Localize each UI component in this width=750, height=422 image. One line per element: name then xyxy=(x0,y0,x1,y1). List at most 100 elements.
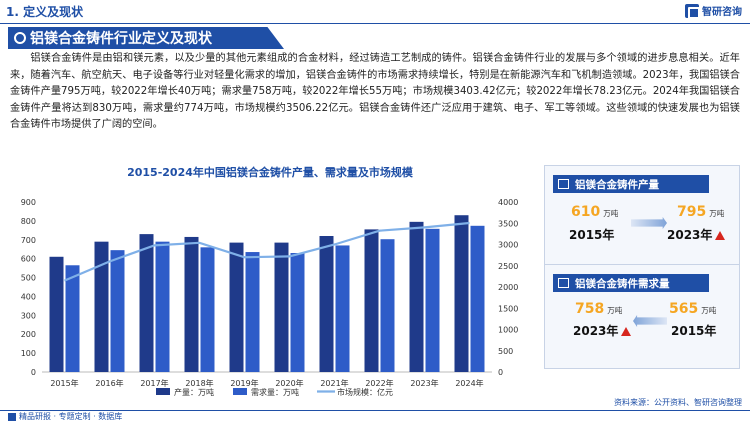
y-right-tick-label: 1500 xyxy=(498,304,518,313)
y-right-tick-label: 500 xyxy=(498,347,513,356)
production-card: 铝镁合金铸件产量 610 万吨 2015年 795 万吨 2023年 xyxy=(544,165,740,270)
bar-production xyxy=(184,236,199,372)
y-right-tick-label: 4000 xyxy=(498,198,518,207)
bar-demand xyxy=(290,253,305,372)
y-left-tick-label: 600 xyxy=(21,255,36,264)
bar-production xyxy=(139,234,154,372)
x-tick-label: 2021年 xyxy=(320,378,348,388)
footer-tagline: 精品研报 · 专题定制 · 数据库 xyxy=(8,411,122,422)
bar-demand xyxy=(470,225,485,372)
page-title: 铝镁合金铸件行业定义及现状 xyxy=(8,27,284,49)
y-right-tick-label: 0 xyxy=(498,368,503,377)
demand-2023-value: 758 万吨 xyxy=(575,301,622,317)
production-2023-number: 795 xyxy=(677,204,707,220)
legend-label: 需求量：万吨 xyxy=(251,387,299,397)
y-left-tick-label: 200 xyxy=(21,330,36,339)
y-left-tick-label: 500 xyxy=(21,274,36,283)
demand-2015-number: 565 xyxy=(669,301,699,317)
demand-2023-year: 2023年 xyxy=(573,322,632,339)
production-2015-number: 610 xyxy=(571,204,601,220)
source-note: 资料来源：公开资料、智研咨询整理 xyxy=(614,398,742,407)
line-market-size xyxy=(64,221,470,282)
x-tick-label: 2017年 xyxy=(140,378,168,388)
demand-2015-unit: 万吨 xyxy=(701,306,717,315)
production-2023-year: 2023年 xyxy=(667,226,726,243)
y-right-tick-label: 2000 xyxy=(498,283,518,292)
demand-2015-value: 565 万吨 xyxy=(669,301,716,317)
production-2023-unit: 万吨 xyxy=(709,209,725,218)
y-right-tick-label: 3500 xyxy=(498,219,518,228)
production-2015-value: 610 万吨 xyxy=(571,204,618,220)
legend-swatch xyxy=(156,388,170,395)
bar-production xyxy=(454,215,469,372)
demand-card-title: 铝镁合金铸件需求量 xyxy=(575,277,670,290)
legend-label: 市场规模：亿元 xyxy=(337,387,393,397)
demand-card: 铝镁合金铸件需求量 758 万吨 2023年 565 万吨 2015年 xyxy=(544,264,740,369)
legend-label: 产量：万吨 xyxy=(174,387,214,397)
y-left-tick-label: 700 xyxy=(21,236,36,245)
bar-production xyxy=(409,221,424,372)
y-left-tick-label: 400 xyxy=(21,292,36,301)
production-2015-year: 2015年 xyxy=(569,228,615,242)
y-left-tick-label: 0 xyxy=(31,368,36,377)
logo-text: 智研咨询 xyxy=(702,7,742,18)
combo-chart: 2015-2024年中国铝镁合金铸件产量、需求量及市场规模 0 100 200 300… xyxy=(6,162,534,410)
footer-tagline-text: 精品研报 · 专题定制 · 数据库 xyxy=(19,412,123,421)
compare-arrow-icon xyxy=(633,315,667,327)
brand-logo: 智研咨询 xyxy=(685,3,742,19)
production-card-title: 铝镁合金铸件产量 xyxy=(575,178,659,191)
bar-demand xyxy=(245,252,260,372)
demand-card-header: 铝镁合金铸件需求量 xyxy=(553,274,709,292)
up-arrow-icon xyxy=(621,327,632,336)
demand-2023-year-text: 2023年 xyxy=(573,324,619,338)
demand-2015-year: 2015年 xyxy=(671,324,717,338)
y-left-tick-label: 100 xyxy=(21,349,36,358)
demand-2023-unit: 万吨 xyxy=(607,306,623,315)
y-left-tick-label: 300 xyxy=(21,311,36,320)
footer-logo-icon xyxy=(8,412,16,421)
x-tick-label: 2018年 xyxy=(185,378,213,388)
bar-production xyxy=(364,229,379,372)
footer: 精品研报 · 专题定制 · 数据库 资料来源：公开资料、智研咨询整理 xyxy=(0,398,750,422)
bar-demand xyxy=(335,245,350,372)
up-arrow-icon xyxy=(715,231,726,240)
bar-demand xyxy=(65,265,80,372)
y-right-tick-label: 2500 xyxy=(498,262,518,271)
bar-production xyxy=(229,242,244,372)
bar-demand xyxy=(425,228,440,372)
bar-demand xyxy=(200,247,215,372)
section-title: 1. 定义及现状 xyxy=(6,5,84,19)
x-tick-label: 2015年 xyxy=(50,378,78,388)
x-tick-label: 2023年 xyxy=(410,378,438,388)
x-tick-label: 2019年 xyxy=(230,378,258,388)
bar-demand xyxy=(380,239,395,372)
y-left-tick-label: 900 xyxy=(21,198,36,207)
bar-production xyxy=(319,236,334,372)
intro-paragraph: 铝镁合金铸件是由铝和镁元素，以及少量的其他元素组成的合金材料，经过铸造工艺制成的… xyxy=(10,53,740,131)
bar-production xyxy=(49,256,64,372)
production-card-header: 铝镁合金铸件产量 xyxy=(553,175,709,193)
factory-icon xyxy=(558,179,569,189)
y-right-tick-label: 3000 xyxy=(498,241,518,250)
chart-icon xyxy=(558,278,569,288)
growth-arrow-icon xyxy=(631,217,667,229)
bar-demand xyxy=(110,250,125,372)
chart-svg: 0 100 200 300 400 500 600 700 800 900 0 500 1000 1500… xyxy=(21,198,519,397)
x-tick-label: 2016年 xyxy=(95,378,123,388)
title-icon xyxy=(14,32,26,44)
y-left-tick-label: 800 xyxy=(21,217,36,226)
legend-swatch xyxy=(233,388,247,395)
production-2023-value: 795 万吨 xyxy=(677,204,724,220)
top-bar: 1. 定义及现状 智研咨询 xyxy=(0,0,750,24)
demand-2023-number: 758 xyxy=(575,301,605,317)
chart-title: 2015-2024年中国铝镁合金铸件产量、需求量及市场规模 xyxy=(127,166,413,179)
bar-demand xyxy=(155,241,170,372)
page-title-text: 铝镁合金铸件行业定义及现状 xyxy=(30,31,212,47)
bar-production xyxy=(274,242,289,372)
y-right-tick-label: 1000 xyxy=(498,326,518,335)
x-tick-label: 2024年 xyxy=(455,378,483,388)
logo-icon xyxy=(685,3,700,19)
x-tick-label: 2022年 xyxy=(365,378,393,388)
production-2023-year-text: 2023年 xyxy=(667,228,713,242)
bar-production xyxy=(94,241,109,372)
